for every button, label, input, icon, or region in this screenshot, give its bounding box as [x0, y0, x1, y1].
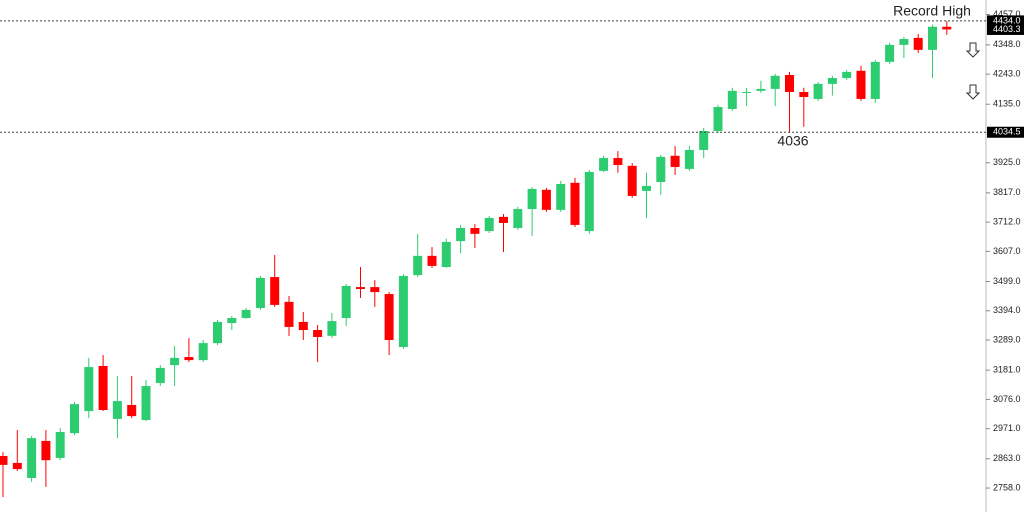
candle-body: [98, 365, 108, 410]
candle-body: [12, 462, 22, 470]
y-tick-label: 3817.0: [993, 187, 1021, 197]
candle-body: [227, 318, 237, 324]
candle-body: [670, 155, 680, 167]
y-tick-label: 3289.0: [993, 334, 1021, 344]
y-tick-label: 4457.0: [993, 9, 1021, 19]
y-tick-label: 3712.0: [993, 217, 1021, 227]
candle-body: [899, 39, 909, 45]
y-tick-label: 3925.0: [993, 157, 1021, 167]
price-tag: 4034.5: [993, 127, 1021, 137]
candle-body: [413, 255, 423, 276]
candle-body: [55, 432, 65, 458]
candle-body: [370, 287, 380, 293]
candle-body: [127, 404, 137, 417]
candle-body: [527, 188, 537, 210]
y-tick-label: 2971.0: [993, 423, 1021, 433]
candle-body: [112, 401, 122, 419]
candle-body: [170, 357, 180, 366]
candle-body: [341, 285, 351, 319]
candle-body: [928, 26, 937, 50]
scroll-arrows: [965, 42, 981, 100]
candle-body: [827, 78, 837, 84]
candle-body: [713, 107, 723, 131]
candle-body: [613, 158, 623, 165]
candle-body: [499, 216, 508, 223]
annotation: Record High: [893, 3, 971, 19]
candle-body: [942, 26, 952, 30]
candle-body: [456, 227, 466, 242]
candle-body: [155, 367, 165, 383]
candle-body: [84, 367, 94, 412]
candle-body: [813, 83, 823, 99]
candle-body: [842, 71, 852, 79]
annotation: 4036: [777, 133, 808, 149]
candle-body: [470, 227, 480, 234]
candle-body: [642, 185, 651, 191]
candle-body: [184, 357, 194, 361]
price-tag-box: [987, 126, 1024, 138]
candle-body: [584, 171, 594, 232]
candle-body: [727, 90, 737, 109]
candle-body: [41, 440, 51, 461]
candle-body: [0, 455, 8, 465]
price-tag-box: [987, 15, 1024, 27]
candle-body: [627, 165, 637, 196]
candle-body: [684, 149, 694, 169]
price-tag: 4434.0: [993, 15, 1021, 25]
candle-body: [398, 275, 408, 348]
candle-body: [284, 301, 294, 327]
candle-body: [599, 158, 609, 171]
candle-body: [441, 241, 451, 268]
candle-body: [885, 44, 895, 62]
candle-body: [241, 309, 251, 319]
y-tick-label: 4243.0: [993, 69, 1021, 79]
candle-body: [427, 255, 437, 266]
candle-body: [756, 88, 766, 91]
y-tick-label: 3076.0: [993, 394, 1021, 404]
candle-body: [213, 321, 222, 344]
candle-body: [198, 343, 208, 361]
candle-body: [856, 70, 866, 99]
y-tick-label: 4135.0: [993, 99, 1021, 109]
candle-body: [27, 438, 37, 478]
candle-body: [298, 321, 308, 330]
candle-body: [255, 277, 265, 308]
candle-body: [870, 61, 880, 99]
candle-body: [384, 294, 394, 341]
y-tick-label: 4348.0: [993, 39, 1021, 49]
candle-body: [913, 37, 923, 50]
candle-body: [70, 404, 79, 434]
y-tick-label: 3394.0: [993, 305, 1021, 315]
candle-body: [770, 75, 780, 89]
down-arrow-icon: [965, 42, 981, 58]
candle-body: [513, 209, 523, 228]
y-tick-label: 2758.0: [993, 482, 1021, 492]
y-tick-label: 3181.0: [993, 365, 1021, 375]
y-tick-label: 2863.0: [993, 453, 1021, 463]
candle-body: [141, 386, 151, 421]
candle-body: [742, 91, 752, 93]
candle-body: [570, 182, 580, 225]
candle-body: [799, 91, 809, 97]
candle-body: [356, 287, 365, 290]
last-price-box: [987, 23, 1024, 35]
candle-body: [541, 189, 551, 210]
candle-body: [556, 183, 566, 210]
y-tick-label: 3499.0: [993, 276, 1021, 286]
last-price-tag: 4403.3: [993, 24, 1021, 34]
candle-body: [484, 217, 494, 232]
candle-body: [270, 277, 280, 305]
candle-body: [699, 130, 709, 150]
candle-body: [656, 156, 666, 183]
candle-body: [327, 321, 337, 336]
down-arrow-icon: [965, 84, 981, 100]
candle-body: [313, 329, 323, 337]
candle-body: [785, 74, 794, 92]
y-tick-label: 3607.0: [993, 246, 1021, 256]
